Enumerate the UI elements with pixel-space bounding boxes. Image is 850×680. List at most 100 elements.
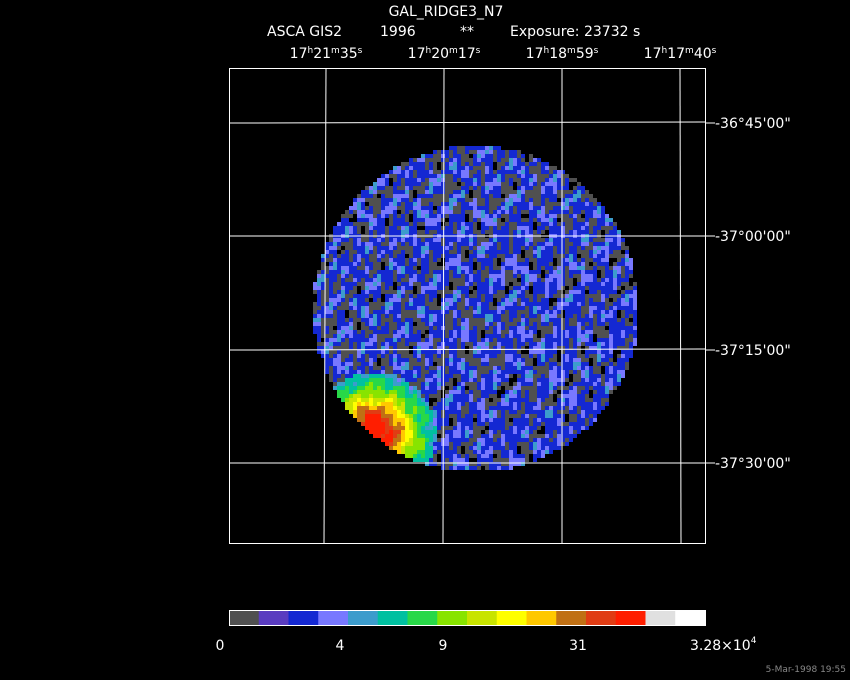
pixel [477,298,481,302]
pixel [505,222,509,226]
pixel [469,438,473,442]
pixel [373,414,377,418]
pixel [557,186,561,190]
pixel [577,350,581,354]
pixel [421,298,425,302]
pixel [345,338,349,342]
pixel [465,198,469,202]
pixel [337,278,341,282]
pixel [449,290,453,294]
pixel [417,302,421,306]
pixel [489,362,493,366]
pixel [517,330,521,334]
pixel [457,242,461,246]
pixel [357,318,361,322]
pixel [377,434,381,438]
pixel [401,350,405,354]
pixel [601,282,605,286]
pixel [429,342,433,346]
pixel [409,270,413,274]
pixel [573,298,577,302]
pixel [433,194,437,198]
pixel [329,266,333,270]
pixel [361,306,365,310]
pixel [433,414,437,418]
pixel [545,278,549,282]
pixel [613,338,617,342]
pixel [465,302,469,306]
pixel [433,398,437,402]
pixel [365,362,369,366]
pixel [461,242,465,246]
pixel [473,242,477,246]
pixel [469,322,473,326]
pixel [489,430,493,434]
pixel [361,254,365,258]
pixel [457,326,461,330]
pixel [509,350,513,354]
pixel [433,322,437,326]
pixel [525,330,529,334]
pixel [409,222,413,226]
pixel [529,386,533,390]
pixel [497,174,501,178]
pixel [409,354,413,358]
pixel [469,238,473,242]
pixel [325,286,329,290]
pixel [373,386,377,390]
pixel [425,350,429,354]
pixel [585,370,589,374]
pixel [541,262,545,266]
pixel [593,346,597,350]
pixel [405,346,409,350]
pixel [469,298,473,302]
pixel [457,366,461,370]
pixel [505,206,509,210]
pixel [489,406,493,410]
pixel [329,330,333,334]
pixel [333,358,337,362]
pixel [445,298,449,302]
pixel [493,282,497,286]
pixel [481,410,485,414]
pixel [525,182,529,186]
pixel [601,262,605,266]
pixel [493,178,497,182]
pixel [609,222,613,226]
pixel [489,222,493,226]
pixel [437,206,441,210]
pixel [325,242,329,246]
pixel [461,294,465,298]
pixel [357,306,361,310]
pixel [481,266,485,270]
pixel [477,178,481,182]
pixel [569,230,573,234]
pixel [425,398,429,402]
pixel [361,334,365,338]
pixel [445,358,449,362]
pixel [493,330,497,334]
pixel [497,362,501,366]
pixel [405,386,409,390]
pixel [577,218,581,222]
pixel [369,186,373,190]
pixel [433,214,437,218]
pixel [345,334,349,338]
pixel [513,426,517,430]
pixel [449,150,453,154]
pixel [593,254,597,258]
pixel [381,282,385,286]
pixel [601,390,605,394]
pixel [437,282,441,286]
pixel [473,330,477,334]
pixel [365,342,369,346]
pixel [609,362,613,366]
pixel [449,246,453,250]
pixel [413,194,417,198]
pixel [489,386,493,390]
pixel [481,366,485,370]
pixel [489,294,493,298]
pixel [509,254,513,258]
pixel [349,350,353,354]
pixel [545,170,549,174]
